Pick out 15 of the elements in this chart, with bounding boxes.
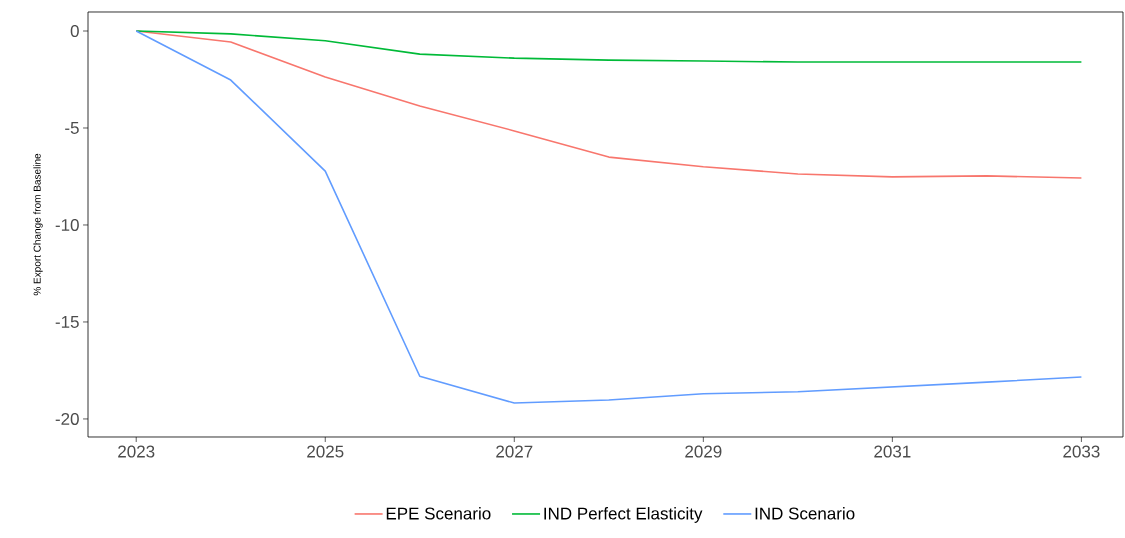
x-tick-label: 2025 xyxy=(307,445,344,458)
y-tick-label: -5 xyxy=(65,122,79,134)
y-tick-label: -15 xyxy=(55,316,79,328)
x-tick-label: 2031 xyxy=(874,445,911,458)
y-tick-label: -10 xyxy=(55,218,79,231)
y-tick-label: 0 xyxy=(70,24,79,38)
x-tick-label: 2027 xyxy=(496,445,533,458)
legend-label: IND Perfect Elasticity xyxy=(544,507,703,523)
y-axis-title: % Export Change from Baseline xyxy=(33,153,43,296)
legend-label: EPE Scenario xyxy=(386,507,491,520)
y-tick-label: -20 xyxy=(55,412,79,425)
x-tick-label: 2023 xyxy=(118,445,155,458)
x-tick-label: 2033 xyxy=(1063,445,1100,458)
x-tick-label: 2029 xyxy=(685,445,722,458)
legend-label: IND Scenario xyxy=(755,507,855,520)
